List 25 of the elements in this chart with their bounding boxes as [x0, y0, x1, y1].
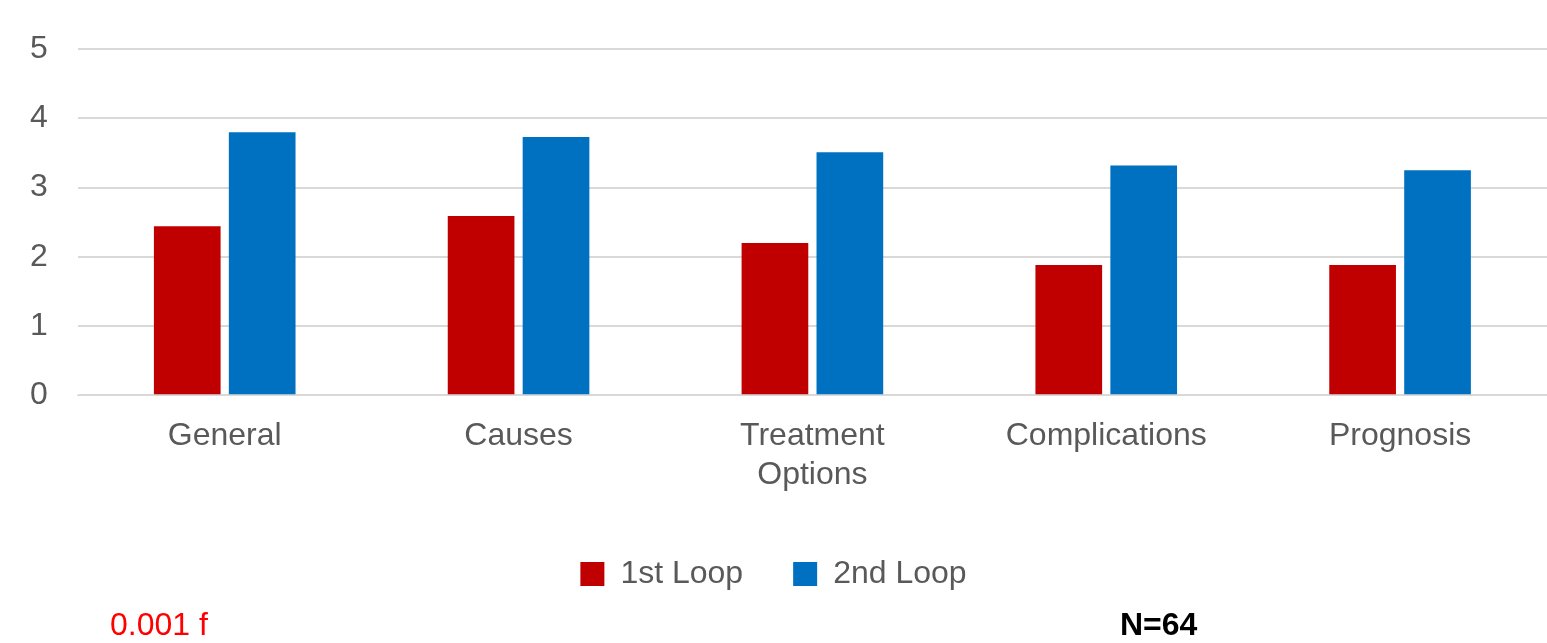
y-tick-label: 2 [30, 236, 48, 273]
x-tick-label: Prognosis [1328, 416, 1472, 453]
bar [1404, 170, 1471, 395]
bar [447, 215, 515, 395]
x-tick-label: Complications [1005, 416, 1207, 453]
bar [153, 226, 221, 395]
bar [228, 132, 296, 395]
y-tick-label: 5 [30, 29, 48, 66]
text: 0.001 f [110, 606, 208, 643]
y-tick-label: 0 [30, 375, 48, 412]
bar [1110, 165, 1178, 395]
x-tick-label: General [167, 416, 282, 453]
legend-label: 1st Loop [620, 553, 744, 590]
legend-label: 2nd Loop [833, 553, 967, 590]
bar [1035, 265, 1103, 395]
y-tick-label: 3 [30, 167, 48, 204]
bar [741, 242, 809, 395]
text: N=64 [1120, 606, 1198, 643]
bar [522, 137, 590, 395]
y-tick-label: 4 [30, 98, 48, 135]
x-tick-label: Treatment Options [740, 416, 885, 491]
x-tick-label: Causes [464, 416, 573, 453]
y-tick-label: 1 [30, 305, 48, 342]
bar [816, 152, 884, 395]
bar [1329, 265, 1396, 395]
